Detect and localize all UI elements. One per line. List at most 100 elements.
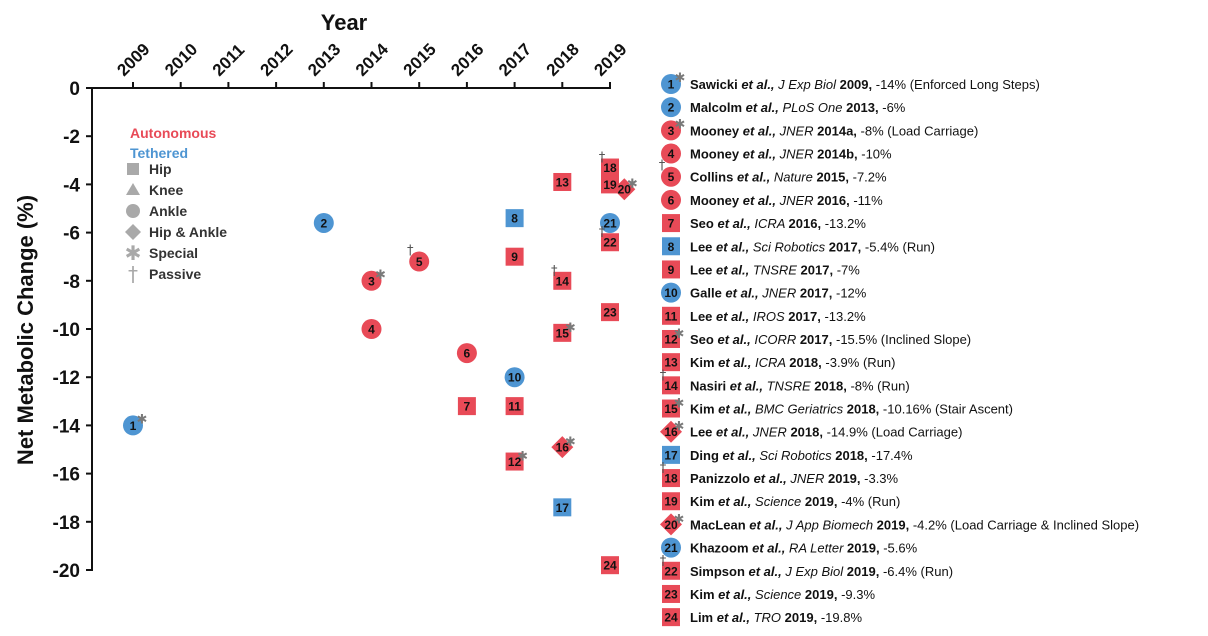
reference-22-result: -6.4%	[883, 564, 917, 579]
reference-1-number: 1	[668, 78, 675, 92]
reference-12-special-icon: ✱	[674, 327, 685, 342]
point-22: †22	[599, 225, 619, 252]
reference-20-text: MacLean et al., J App Biomech 2019, -4.2…	[690, 517, 1139, 532]
reference-8-author: Lee	[690, 239, 716, 254]
reference-23-marker	[662, 584, 680, 603]
reference-3-text: Mooney et al., JNER 2014a, -8% (Load Car…	[690, 123, 978, 138]
reference-7-journal: ICRA	[754, 216, 788, 231]
reference-item-23: 23 Kim et al., Science 2019, -9.3%	[662, 584, 875, 603]
point-23-label: 23	[603, 306, 617, 320]
y-tick-label: -2	[63, 127, 80, 148]
reference-7-year: 2016,	[789, 216, 825, 231]
reference-3-author: Mooney	[690, 123, 743, 138]
reference-24-year: 2019,	[785, 610, 821, 625]
reference-1-marker	[661, 74, 681, 94]
reference-1-etal: et al.,	[741, 77, 778, 92]
legend-triangle-icon	[126, 183, 140, 195]
reference-2-journal: PLoS One	[782, 100, 846, 115]
reference-2-number: 2	[668, 101, 675, 115]
reference-item-19: 19 Kim et al., Science 2019, -4% (Run)	[662, 492, 900, 511]
point-17-marker	[553, 498, 572, 517]
point-9-label: 9	[511, 250, 518, 264]
reference-23-year: 2019,	[805, 587, 841, 602]
reference-14-year: 2018,	[814, 378, 850, 393]
reference-23-number: 23	[664, 587, 678, 601]
reference-20-number: 20	[664, 518, 678, 532]
y-tick-label: -6	[63, 224, 80, 245]
reference-20-etal: et al.,	[749, 517, 786, 532]
reference-15-special-icon: ✱	[674, 397, 685, 412]
reference-item-4: 4 Mooney et al., JNER 2014b, -10%	[661, 143, 892, 164]
reference-item-20: ✱20 MacLean et al., J App Biomech 2019, -…	[660, 512, 1139, 536]
reference-14-etal: et al.,	[730, 378, 767, 393]
reference-5-journal: Nature	[774, 170, 817, 185]
point-22-label: 22	[603, 236, 617, 250]
x-tick-label: 2010	[161, 40, 201, 80]
reference-5-number: 5	[668, 170, 675, 184]
reference-1-year: 2009,	[840, 77, 876, 92]
x-axis-title: Year	[321, 10, 368, 35]
reference-16-text: Lee et al., JNER 2018, -14.9% (Load Carr…	[690, 425, 962, 440]
point-13-marker	[553, 172, 572, 191]
reference-21-etal: et al.,	[752, 541, 789, 556]
reference-6-marker	[661, 189, 681, 210]
reference-9-journal: TNSRE	[753, 262, 801, 277]
point-11-marker	[505, 397, 524, 416]
point-14-label: 14	[556, 274, 570, 288]
reference-9-etal: et al.,	[716, 262, 753, 277]
reference-18-result: -3.3%	[864, 471, 898, 486]
reference-21-marker	[661, 537, 681, 558]
reference-15-number: 15	[664, 402, 678, 416]
reference-24-number: 24	[664, 611, 678, 625]
reference-11-etal: et al.,	[716, 309, 753, 324]
reference-5-author: Collins	[690, 170, 737, 185]
point-5-label: 5	[416, 255, 423, 269]
reference-12-text: Seo et al., ICORR 2017, -15.5% (Inclined…	[690, 332, 971, 347]
reference-8-etal: et al.,	[716, 239, 753, 254]
reference-18-journal: JNER	[789, 471, 828, 486]
reference-5-passive-icon: †	[659, 159, 666, 174]
x-tick-label: 2014	[352, 39, 393, 80]
point-16-label: 16	[556, 441, 570, 455]
y-tick-label: -10	[53, 320, 80, 341]
reference-12-journal: ICORR	[754, 332, 800, 347]
point-24: 24	[601, 556, 619, 575]
y-tick-label: -20	[53, 561, 80, 582]
reference-10-journal: JNER	[761, 286, 800, 301]
reference-20-marker	[660, 513, 682, 536]
point-18-label: 18	[603, 161, 617, 175]
point-15-label: 15	[556, 326, 570, 340]
reference-16-number: 16	[664, 425, 678, 439]
reference-24-result: -19.8%	[821, 610, 863, 625]
point-3-label: 3	[368, 274, 375, 288]
point-7-marker	[457, 397, 476, 416]
point-2: 2	[313, 212, 334, 233]
reference-2-year: 2013,	[846, 100, 882, 115]
reference-18-author: Panizzolo	[690, 471, 754, 486]
reference-17-number: 17	[664, 448, 678, 462]
reference-15-etal: et al.,	[718, 402, 755, 417]
reference-19-author: Kim	[690, 494, 718, 509]
reference-18-year: 2019,	[828, 471, 864, 486]
point-6-label: 6	[464, 347, 471, 361]
reference-10-result: -12%	[836, 286, 867, 301]
reference-9-result: -7%	[837, 262, 861, 277]
x-tick-label: 2012	[256, 40, 296, 80]
reference-6-result: -11%	[853, 193, 883, 208]
reference-23-text: Kim et al., Science 2019, -9.3%	[690, 587, 875, 602]
reference-22-journal: J Exp Biol	[784, 564, 846, 579]
point-1-special-icon: ✱	[137, 412, 148, 427]
reference-23-result: -9.3%	[841, 587, 875, 602]
reference-19-journal: Science	[755, 494, 805, 509]
reference-14-author: Nasiri	[690, 378, 730, 393]
reference-7-number: 7	[668, 217, 675, 231]
reference-18-text: Panizzolo et al., JNER 2019, -3.3%	[690, 471, 899, 486]
reference-3-number: 3	[668, 124, 675, 138]
reference-13-number: 13	[664, 356, 678, 370]
point-21: 21	[600, 212, 620, 233]
reference-3-year: 2014a,	[817, 123, 860, 138]
reference-list: ✱1 Sawicki et al., J Exp Biol 2009, -14% …	[659, 71, 1139, 627]
reference-item-1: ✱1 Sawicki et al., J Exp Biol 2009, -14% …	[661, 71, 1040, 94]
reference-item-5: †5 Collins et al., Nature 2015, -7.2%	[659, 159, 887, 187]
